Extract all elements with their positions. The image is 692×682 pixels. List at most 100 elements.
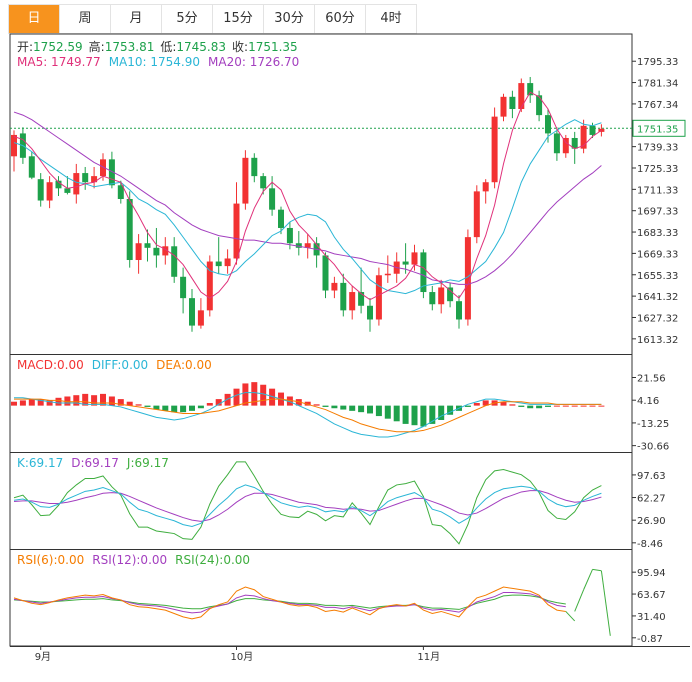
rsi-tail-segment (600, 570, 611, 636)
macd-bar (108, 396, 115, 406)
x-tick-label: 11月 (417, 651, 440, 663)
candle-body (82, 173, 89, 183)
candle-body (171, 246, 178, 277)
candle-body (162, 246, 169, 256)
candle-body (322, 255, 329, 291)
ma5-label: MA5: 1749.77 (17, 55, 101, 69)
candle-body (180, 276, 187, 299)
candle-body (473, 191, 480, 238)
low-value: 1745.83 (176, 40, 226, 54)
macd-bar (367, 405, 373, 414)
candle-body (482, 182, 489, 192)
candle-body (37, 179, 44, 201)
macd-bar (464, 405, 471, 407)
macd-bar (536, 405, 543, 409)
macd-label: MACD:0.00 (17, 358, 84, 372)
candle-body (375, 275, 382, 320)
candle-body (64, 188, 71, 193)
d-label: D:69.17 (71, 456, 119, 470)
d-line (13, 490, 602, 522)
rsi-readout: RSI(6):0.00 RSI(12):0.00 RSI(24):0.00 (17, 553, 250, 567)
candle-body (447, 287, 454, 302)
y-tick-label: 21.56 (637, 373, 666, 384)
macd-bar (500, 401, 507, 406)
candle-body (11, 134, 17, 157)
diff-label: DIFF:0.00 (92, 358, 148, 372)
candle-body (197, 310, 204, 326)
candle-body (553, 133, 560, 154)
y-tick-label: 1725.33 (637, 164, 678, 175)
macd-bar (126, 401, 133, 406)
candle-body (55, 180, 62, 189)
candle-body (269, 188, 276, 210)
macd-readout: MACD:0.00 DIFF:0.00 DEA:0.00 (17, 358, 212, 372)
macd-bar (28, 399, 35, 406)
macd-bar (189, 405, 195, 411)
tab-5min[interactable]: 5分 (162, 5, 213, 33)
candle-body (73, 173, 80, 195)
y-tick-label: 26.90 (637, 516, 666, 527)
y-tick-label: -13.25 (637, 419, 669, 430)
candle-body (135, 243, 142, 261)
tab-60min[interactable]: 60分 (315, 5, 366, 33)
candle-body (91, 176, 98, 183)
y-tick-label: 1683.33 (637, 228, 678, 239)
rsi6-line (13, 586, 566, 620)
tab-15min[interactable]: 15分 (213, 5, 264, 33)
macd-bar (197, 405, 204, 409)
ma10-label: MA10: 1754.90 (109, 55, 200, 69)
candle-body (589, 125, 596, 135)
tab-4hour[interactable]: 4时 (366, 5, 417, 33)
ohlc-readout: 开:1752.59 高:1753.81 低:1745.83 收:1751.35 (17, 39, 298, 54)
candle-body (108, 159, 115, 186)
rsi-panel (13, 568, 611, 636)
tab-30min[interactable]: 30分 (264, 5, 315, 33)
macd-bar (224, 393, 231, 406)
y-tick-label: 1641.32 (637, 292, 678, 303)
macd-bar (269, 388, 276, 406)
macd-bar (73, 395, 80, 406)
macd-bar (171, 405, 178, 413)
macd-bar (358, 405, 365, 413)
rsi-tail-segment (592, 568, 602, 572)
candle-body (215, 261, 222, 267)
macd-bar (260, 384, 267, 406)
macd-panel (11, 382, 605, 438)
macd-bar (429, 405, 436, 424)
y-tick-label: 1781.34 (637, 79, 678, 90)
macd-bar (553, 405, 560, 407)
macd-bar (589, 405, 596, 407)
macd-bar (509, 404, 516, 406)
y-tick-label: -0.87 (637, 634, 663, 645)
macd-bar (100, 393, 106, 406)
ma5-line (13, 91, 602, 301)
y-tick-label: 1655.33 (637, 271, 678, 282)
macd-bar (46, 400, 53, 406)
macd-bar (349, 405, 356, 411)
macd-bar (19, 400, 26, 406)
rsi-tail-segment (565, 611, 576, 622)
candle-body (126, 199, 133, 261)
macd-bar (562, 405, 569, 407)
tab-day[interactable]: 日 (9, 5, 60, 33)
macd-bar (447, 405, 454, 415)
candle-body (464, 237, 471, 320)
y-tick-label: 1697.33 (637, 207, 678, 218)
candle-body (206, 261, 213, 311)
macd-bar (153, 405, 160, 410)
candle-body (571, 137, 578, 149)
candle-body (438, 287, 445, 305)
macd-bar (64, 396, 71, 406)
macd-bar (340, 405, 347, 410)
high-label: 高: (89, 39, 105, 54)
macd-bar (393, 405, 400, 422)
macd-bar (55, 397, 62, 406)
candle-body (117, 185, 124, 199)
tab-month[interactable]: 月 (111, 5, 162, 33)
rsi-tail-segment (574, 589, 585, 612)
rsi6-label: RSI(6):0.00 (17, 553, 84, 567)
candle-body (260, 176, 267, 189)
macd-bar (135, 404, 142, 406)
tab-week[interactable]: 周 (60, 5, 111, 33)
